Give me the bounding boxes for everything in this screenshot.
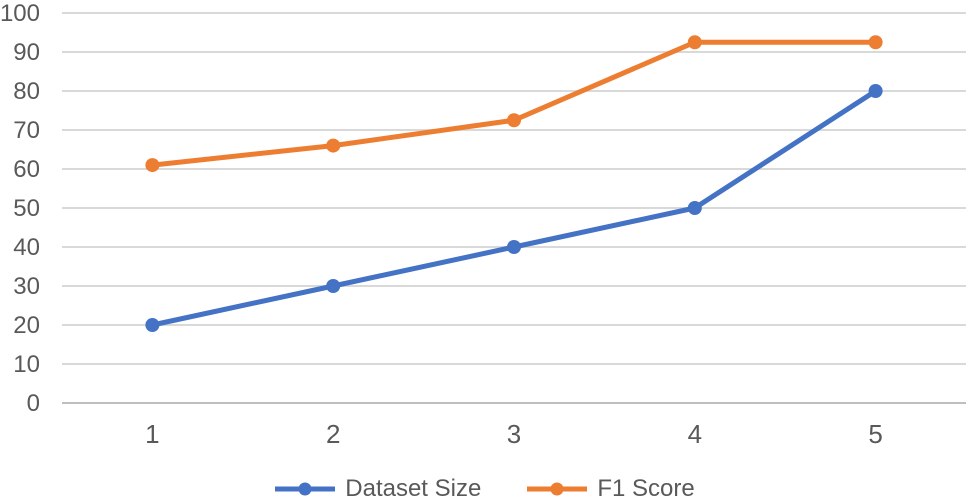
y-tick-label: 20 [13,312,40,339]
x-tick-label: 2 [326,419,340,449]
x-tick-label: 5 [868,419,882,449]
x-tick-label: 4 [688,419,702,449]
y-tick-label: 10 [13,351,40,378]
y-tick-label: 70 [13,117,40,144]
y-tick-label: 50 [13,195,40,222]
x-tick-label: 3 [507,419,521,449]
y-tick-label: 100 [0,0,40,27]
data-point-marker-dataset-size [145,318,160,332]
data-point-marker-f1-score [507,113,521,128]
data-point-marker-f1-score [868,35,883,50]
legend-line-marker-icon [275,482,336,496]
data-point-marker-f1-score [326,138,341,153]
y-tick-label: 90 [13,39,40,66]
legend-label: F1 Score [597,475,695,502]
y-tick-label: 30 [13,273,40,300]
data-point-marker-f1-score [687,35,702,50]
data-point-marker-dataset-size [507,240,521,254]
legend-line-marker-icon [527,482,588,496]
y-tick-label: 60 [13,156,40,183]
data-point-marker-f1-score [145,158,160,173]
y-tick-label: 0 [27,390,40,417]
x-tick-label: 1 [145,419,159,449]
legend-label: Dataset Size [345,475,482,502]
plot-area: 0 10 20 30 40 50 60 70 80 90 100 1 2 3 4 5 [0,0,966,449]
legend-item-f1-score: F1 Score [525,475,695,502]
y-tick-label: 40 [13,234,40,261]
data-point-marker-dataset-size [687,201,702,215]
data-point-marker-dataset-size [868,84,883,98]
legend-item-dataset-size: Dataset Size [273,477,481,501]
y-tick-label: 80 [13,78,40,105]
legend: Dataset Size F1 Score [0,477,968,501]
data-point-marker-dataset-size [326,279,341,293]
series-line-f1-score [149,39,879,168]
